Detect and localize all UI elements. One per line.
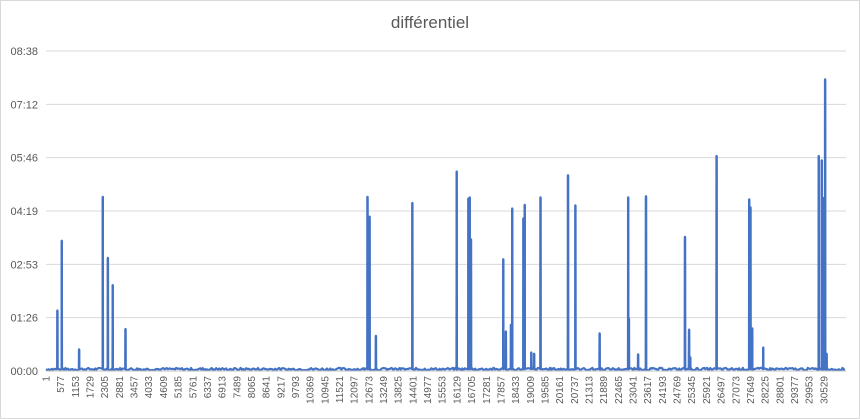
x-tick-label: 17281 <box>482 376 493 404</box>
x-tick-label: 23617 <box>643 376 654 404</box>
x-tick-label: 12097 <box>350 376 361 404</box>
x-tick-label: 28801 <box>775 376 786 404</box>
x-tick-label: 29377 <box>790 376 801 404</box>
x-tick-label: 13825 <box>394 376 405 404</box>
x-tick-label: 11521 <box>335 376 346 404</box>
x-tick-label: 20737 <box>570 376 581 404</box>
x-tick-label: 16129 <box>452 376 463 404</box>
y-tick-label: 07:12 <box>10 99 38 111</box>
x-tick-label: 22465 <box>614 376 625 404</box>
x-tick-label: 8065 <box>247 376 258 399</box>
x-tick-label: 21313 <box>584 376 595 404</box>
x-tick-label: 10945 <box>320 376 331 404</box>
x-tick-label: 5761 <box>188 376 199 399</box>
x-tick-label: 1 <box>42 376 53 382</box>
x-tick-label: 1153 <box>71 376 82 398</box>
y-tick-label: 01:26 <box>10 313 38 325</box>
y-tick-label: 05:46 <box>10 153 38 165</box>
y-tick-label: 08:38 <box>10 46 38 58</box>
x-tick-label: 20161 <box>555 376 566 404</box>
x-tick-label: 15553 <box>438 376 449 404</box>
x-tick-label: 24769 <box>673 376 684 404</box>
x-tick-label: 6913 <box>218 376 229 399</box>
x-tick-label: 29953 <box>805 376 816 404</box>
x-tick-label: 4033 <box>144 376 155 399</box>
x-tick-label: 8641 <box>262 376 273 399</box>
x-tick-label: 27073 <box>731 376 742 404</box>
x-tick-label: 27649 <box>746 376 757 404</box>
x-tick-label: 17857 <box>496 376 507 404</box>
x-tick-label: 2881 <box>115 376 126 399</box>
x-tick-label: 2305 <box>100 376 111 399</box>
x-tick-label: 3457 <box>130 376 141 399</box>
x-tick-label: 14401 <box>408 376 419 404</box>
x-tick-label: 577 <box>56 376 67 393</box>
chart-title: différentiel <box>390 13 470 32</box>
x-tick-label: 4609 <box>159 376 170 399</box>
x-tick-label: 9793 <box>291 376 302 399</box>
x-tick-label: 10369 <box>306 376 317 404</box>
y-tick-label: 04:19 <box>10 206 38 218</box>
x-tick-label: 21889 <box>599 376 610 404</box>
x-tick-label: 1729 <box>86 376 97 399</box>
x-tick-label: 28225 <box>761 376 772 404</box>
x-tick-label: 13249 <box>379 376 390 404</box>
x-tick-label: 23041 <box>629 376 640 404</box>
x-tick-label: 6337 <box>203 376 214 399</box>
x-tick-label: 25921 <box>702 376 713 404</box>
x-tick-label: 14977 <box>423 376 434 404</box>
series-line <box>45 78 846 372</box>
x-tick-label: 30529 <box>819 376 830 404</box>
x-tick-label: 25345 <box>687 376 698 404</box>
x-tick-label: 9217 <box>276 376 287 399</box>
y-tick-label: 02:53 <box>10 259 38 271</box>
x-tick-label: 5185 <box>174 376 185 399</box>
x-tick-label: 19585 <box>540 376 551 404</box>
y-tick-label: 00:00 <box>10 366 38 378</box>
x-tick-label: 19009 <box>526 376 537 404</box>
x-tick-label: 7489 <box>232 376 243 399</box>
x-tick-label: 24193 <box>658 376 669 404</box>
x-tick-label: 26497 <box>717 376 728 404</box>
x-tick-label: 16705 <box>467 376 478 404</box>
x-tick-label: 18433 <box>511 376 522 404</box>
x-tick-label: 12673 <box>364 376 375 404</box>
